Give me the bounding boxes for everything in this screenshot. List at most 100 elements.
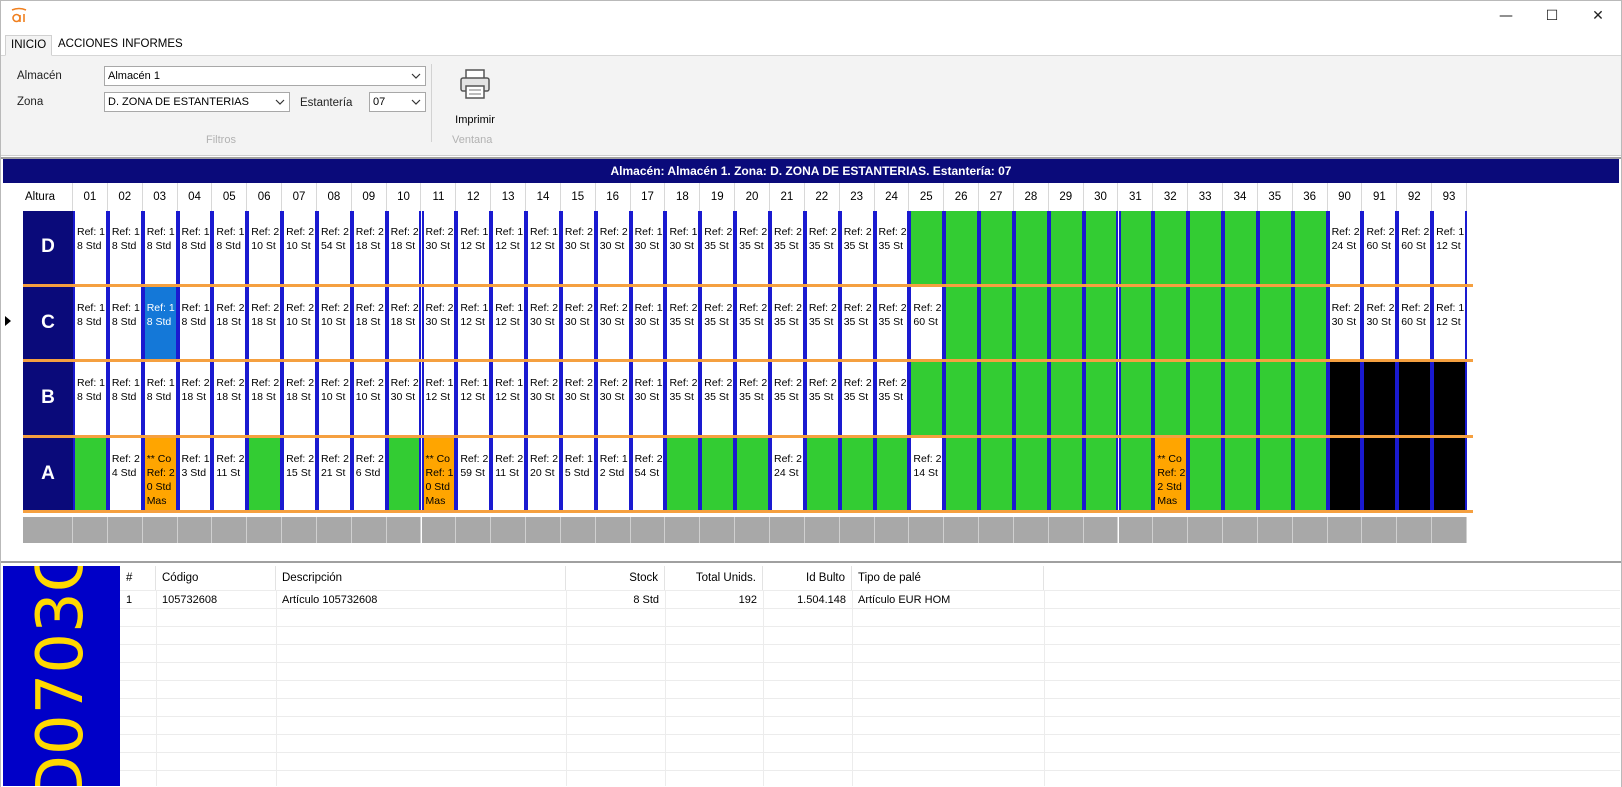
shelf-cell[interactable] — [1432, 437, 1467, 510]
shelf-cell[interactable] — [1257, 286, 1293, 359]
shelf-cell[interactable]: Ref: 1 12 St — [1432, 286, 1467, 359]
tab-acciones[interactable]: ACCIONES — [58, 38, 119, 50]
shelf-cell[interactable]: Ref: 1 12 St — [491, 286, 527, 359]
shelf-cell[interactable]: Ref: 2 35 St — [804, 362, 840, 435]
shelf-cell[interactable] — [1188, 362, 1224, 435]
shelf-cell[interactable]: Ref: 1 8 Std — [107, 362, 143, 435]
table-column-header[interactable]: Stock — [566, 566, 665, 590]
shelf-cell[interactable]: Ref: 1 8 Std — [177, 211, 213, 284]
shelf-cell[interactable]: Ref: 2 60 St — [1362, 211, 1398, 284]
shelf-cell[interactable]: Ref: 1 12 St — [421, 362, 457, 435]
print-button[interactable]: Imprimir — [448, 66, 502, 130]
shelf-cell[interactable] — [1362, 437, 1398, 510]
shelf-cell[interactable]: Ref: 2 60 St — [909, 286, 945, 359]
shelf-cell[interactable] — [700, 437, 736, 510]
table-cell[interactable]: 105732608 — [162, 594, 218, 606]
shelf-cell[interactable] — [1327, 362, 1363, 435]
shelf-cell[interactable]: Ref: 2 35 St — [804, 286, 840, 359]
shelf-cell[interactable]: ** Co Ref: 1 0 Std Mas — [421, 437, 457, 510]
shelf-cell[interactable] — [1292, 437, 1328, 510]
table-column-header[interactable]: Id Bulto — [763, 566, 852, 590]
shelf-cell[interactable]: Ref: 2 30 St — [526, 286, 561, 359]
shelf-cell[interactable]: Ref: 2 30 St — [560, 211, 596, 284]
shelf-cell[interactable]: Ref: 2 10 St — [247, 211, 283, 284]
shelf-cell[interactable]: Ref: 2 11 St — [212, 437, 248, 510]
shelf-cell[interactable] — [247, 437, 283, 510]
shelf-cell[interactable]: Ref: 1 2 Std — [595, 437, 631, 510]
close-button[interactable]: ✕ — [1592, 8, 1604, 24]
shelf-cell[interactable]: Ref: 2 18 St — [282, 362, 317, 435]
minimize-button[interactable]: — — [1499, 8, 1513, 24]
shelf-cell[interactable]: Ref: 1 8 Std — [73, 362, 108, 435]
shelf-cell[interactable]: Ref: 1 12 St — [526, 211, 561, 284]
shelf-cell[interactable] — [979, 362, 1014, 435]
shelf-cell[interactable] — [1257, 437, 1293, 510]
shelf-cell[interactable] — [1153, 286, 1189, 359]
shelf-cell[interactable]: Ref: 2 35 St — [700, 362, 736, 435]
shelf-cell[interactable]: Ref: 2 10 St — [282, 211, 317, 284]
shelf-cell[interactable]: Ref: 2 10 St — [316, 362, 352, 435]
shelf-cell[interactable]: Ref: 2 4 Std — [107, 437, 143, 510]
shelf-cell[interactable]: Ref: 2 35 St — [700, 286, 736, 359]
table-cell[interactable]: 1.504.148 — [797, 594, 846, 606]
shelf-cell[interactable]: Ref: 1 8 Std — [107, 211, 143, 284]
shelf-cell[interactable] — [1188, 437, 1224, 510]
shelf-cell[interactable]: Ref: 2 35 St — [874, 362, 910, 435]
shelf-cell[interactable] — [804, 437, 840, 510]
shelf-cell[interactable]: Ref: 1 8 Std — [73, 211, 108, 284]
shelf-cell[interactable] — [1013, 362, 1049, 435]
shelf-cell[interactable]: Ref: 1 30 St — [665, 211, 701, 284]
shelf-cell[interactable]: Ref: 1 30 St — [630, 286, 666, 359]
table-column-header[interactable]: Total Unids. — [665, 566, 763, 590]
shelf-cell[interactable] — [665, 437, 701, 510]
shelf-cell[interactable]: Ref: 2 30 St — [560, 362, 596, 435]
shelf-cell[interactable] — [909, 362, 945, 435]
shelf-cell[interactable]: Ref: 1 30 St — [630, 362, 666, 435]
shelf-cell[interactable] — [1432, 362, 1467, 435]
shelf-cell[interactable]: Ref: 2 30 St — [595, 362, 631, 435]
shelf-cell[interactable]: Ref: 1 8 Std — [212, 211, 248, 284]
shelf-cell[interactable]: Ref: 2 35 St — [770, 211, 805, 284]
shelf-cell[interactable]: Ref: 2 35 St — [839, 211, 875, 284]
shelf-cell[interactable] — [1118, 211, 1154, 284]
shelf-cell[interactable]: Ref: 2 30 St — [421, 286, 457, 359]
shelf-cell[interactable] — [1083, 286, 1119, 359]
shelf-cell[interactable] — [1013, 286, 1049, 359]
table-column-header[interactable]: # — [120, 566, 156, 590]
shelf-cell[interactable]: Ref: 1 8 Std — [177, 286, 213, 359]
shelf-cell[interactable] — [1223, 437, 1258, 510]
shelf-cell[interactable] — [1083, 211, 1119, 284]
shelf-cell[interactable]: Ref: 2 14 St — [909, 437, 945, 510]
shelf-cell[interactable]: Ref: 2 35 St — [874, 286, 910, 359]
shelf-cell[interactable] — [1257, 362, 1293, 435]
shelf-cell[interactable]: Ref: 2 35 St — [874, 211, 910, 284]
shelf-cell[interactable] — [1013, 437, 1049, 510]
shelf-cell[interactable]: Ref: 2 35 St — [700, 211, 736, 284]
shelf-cell[interactable] — [1118, 286, 1154, 359]
shelf-cell[interactable] — [1048, 362, 1084, 435]
shelf-cell[interactable]: Ref: 2 59 St — [456, 437, 492, 510]
shelf-cell[interactable]: Ref: 2 30 St — [560, 286, 596, 359]
shelf-cell[interactable]: Ref: 2 35 St — [839, 286, 875, 359]
shelf-cell[interactable] — [1048, 286, 1084, 359]
shelf-cell[interactable]: Ref: 2 18 St — [247, 362, 283, 435]
shelf-cell[interactable]: Ref: 2 35 St — [770, 362, 805, 435]
shelf-cell[interactable] — [73, 437, 108, 510]
shelf-cell[interactable] — [1223, 211, 1258, 284]
maximize-button[interactable]: ☐ — [1545, 8, 1559, 24]
table-cell[interactable]: 8 Std — [633, 594, 659, 606]
shelf-cell[interactable]: Ref: 2 30 St — [595, 211, 631, 284]
shelf-cell[interactable] — [1118, 437, 1154, 510]
shelf-cell[interactable]: Ref: 2 24 St — [1327, 211, 1363, 284]
shelf-cell[interactable]: Ref: 2 18 St — [351, 211, 387, 284]
table-cell[interactable]: Artículo EUR HOM — [858, 594, 951, 606]
table-column-header[interactable]: Código — [156, 566, 276, 590]
shelf-cell[interactable]: Ref: 2 18 St — [177, 362, 213, 435]
shelf-cell[interactable] — [1397, 437, 1433, 510]
shelf-cell[interactable] — [1188, 211, 1224, 284]
shelf-cell[interactable]: Ref: 2 35 St — [770, 286, 805, 359]
shelf-cell[interactable]: Ref: 1 12 St — [1432, 211, 1467, 284]
shelf-cell[interactable]: Ref: 1 3 Std — [177, 437, 213, 510]
shelf-cell[interactable]: Ref: 1 8 Std — [142, 286, 178, 359]
shelf-cell[interactable]: ** Co Ref: 2 0 Std Mas — [142, 437, 178, 510]
